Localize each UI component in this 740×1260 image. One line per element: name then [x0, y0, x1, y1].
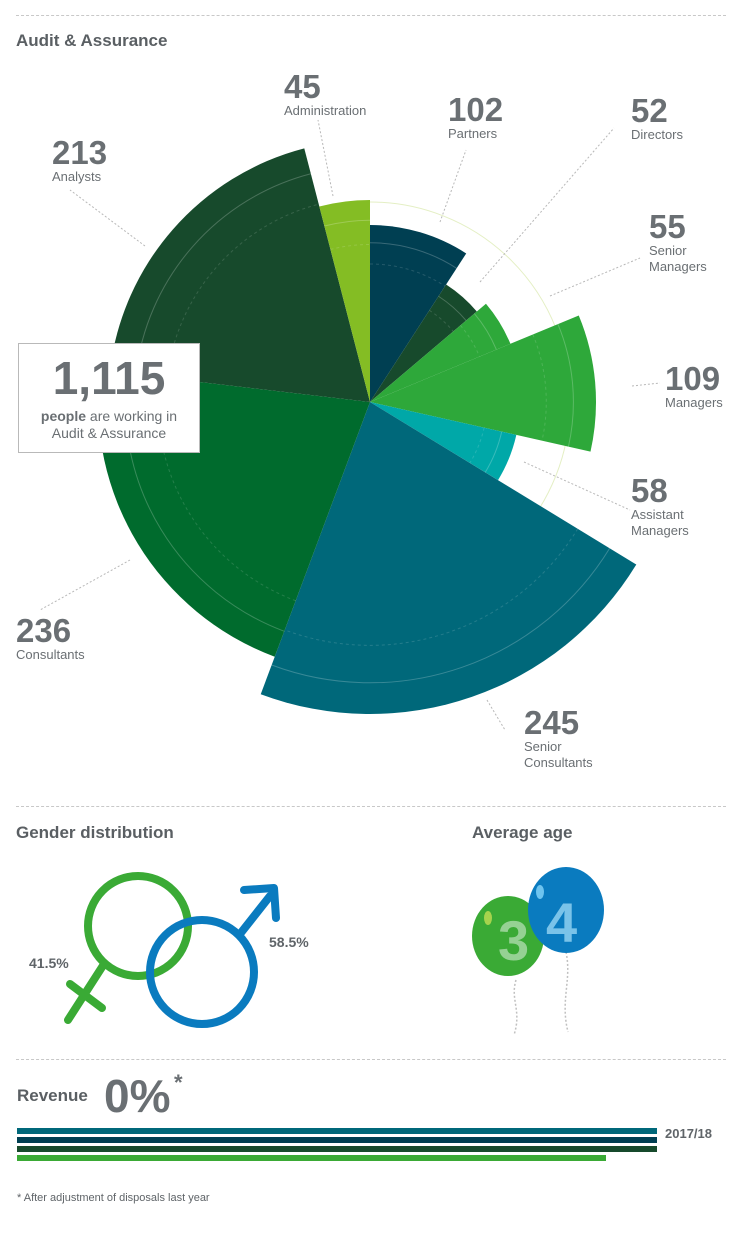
- pie-ring-arc: [166, 203, 319, 379]
- label-senior-managers: 55 Senior Managers: [649, 210, 707, 275]
- consultants-value: 236: [16, 612, 72, 649]
- partners-name: Partners: [448, 126, 498, 141]
- pie-slice-partners: [370, 225, 467, 402]
- pie-ring-arc: [369, 263, 446, 287]
- label-senior-consultants: 245 Senior Consultants: [524, 706, 593, 771]
- pie-ring-arc: [324, 219, 371, 227]
- pie-slice-directors: [370, 284, 477, 402]
- leader-line: [439, 149, 467, 223]
- divider-lower: [16, 1059, 726, 1060]
- female-percentage: 41.5%: [29, 955, 69, 971]
- pie-ring-arc: [557, 323, 574, 447]
- revenue-bar: [17, 1155, 606, 1161]
- pie-ring-arc: [532, 334, 547, 441]
- pie-ring-arc: [473, 313, 497, 350]
- leader-line: [549, 257, 641, 297]
- pie-ring-arc: [271, 548, 611, 684]
- pie-ring-arc: [284, 528, 579, 646]
- label-directors: 52 Directors: [631, 94, 683, 143]
- partners-value: 102: [448, 91, 504, 128]
- leader-line: [317, 119, 334, 197]
- administration-value: 45: [284, 68, 321, 105]
- senior-managers-name-2: Managers: [649, 259, 707, 274]
- label-analysts: 213 Analysts: [52, 136, 107, 185]
- revenue-bar: [17, 1128, 657, 1134]
- senior-consultants-name-1: Senior: [524, 739, 562, 754]
- administration-name: Administration: [284, 103, 367, 118]
- female-symbol-icon: [64, 872, 192, 1024]
- pie-slice-administration: [319, 200, 370, 402]
- revenue-label: Revenue: [17, 1086, 88, 1105]
- age-digit-2: 4: [546, 891, 577, 954]
- audit-section-title: Audit & Assurance: [16, 31, 168, 50]
- total-people-text: people are working in Audit & Assurance: [19, 408, 199, 442]
- pie-ring-arc: [429, 309, 454, 332]
- revenue-bar: [17, 1146, 657, 1152]
- age-section-title: Average age: [472, 823, 573, 842]
- label-partners: 102 Partners: [448, 93, 503, 142]
- pie-ring-arc: [330, 243, 371, 250]
- senior-consultants-name-2: Consultants: [524, 755, 593, 770]
- assistant-managers-name-2: Managers: [631, 523, 689, 538]
- total-people-line2: Audit & Assurance: [51, 425, 167, 441]
- managers-name: Managers: [665, 395, 723, 410]
- pie-slice-managers: [370, 315, 596, 452]
- age-balloons: 3 4: [472, 867, 604, 1036]
- pie-ring-arc: [369, 242, 457, 269]
- pie-ring-arc: [460, 325, 480, 357]
- divider-middle: [16, 806, 726, 807]
- total-people-bold: people: [40, 408, 87, 424]
- senior-consultants-value: 245: [524, 704, 580, 741]
- assistant-managers-value: 58: [631, 472, 668, 509]
- pie-slice-analysts: [109, 148, 370, 402]
- total-people-rest: are working in: [86, 408, 178, 424]
- balloon-blue-icon: 4: [528, 867, 604, 954]
- analysts-name: Analysts: [52, 169, 102, 184]
- assistant-managers-name-1: Assistant: [631, 507, 684, 522]
- revenue-asterisk: *: [174, 1070, 183, 1095]
- senior-managers-value: 55: [649, 208, 686, 245]
- audit-pie-chart: [39, 119, 661, 731]
- pie-slice-senior-managers: [370, 303, 511, 402]
- male-percentage: 58.5%: [269, 934, 309, 950]
- senior-managers-name-1: Senior: [649, 243, 687, 258]
- analysts-value: 213: [52, 134, 108, 171]
- leader-line: [631, 382, 661, 387]
- pie-ring-arc: [469, 427, 485, 464]
- label-consultants: 236 Consultants: [16, 614, 85, 663]
- male-symbol-icon: [146, 884, 280, 1028]
- leader-line: [523, 461, 631, 511]
- pie-ring-arc: [135, 173, 311, 375]
- leader-line: [479, 127, 615, 283]
- total-people-box: 1,115 people are working in Audit & Assu…: [18, 343, 200, 453]
- revenue-bar: [17, 1137, 657, 1143]
- pie-slice-assistant-managers: [370, 402, 517, 481]
- revenue-value: 0%: [104, 1070, 171, 1122]
- pie-slice-senior-consultants: [260, 402, 637, 714]
- label-administration: 45 Administration: [284, 70, 366, 119]
- revenue-year-label: 2017/18: [665, 1126, 712, 1141]
- leader-line: [486, 699, 506, 731]
- label-assistant-managers: 58 Assistant Managers: [631, 474, 689, 539]
- age-digit-1: 3: [498, 909, 529, 972]
- gender-section-title: Gender distribution: [16, 823, 174, 842]
- pie-ring-arc: [438, 295, 467, 321]
- total-people-number: 1,115: [52, 352, 166, 404]
- pie-ring-arc: [484, 431, 503, 473]
- gender-symbols: [64, 872, 280, 1028]
- divider-top: [16, 15, 726, 16]
- leader-line: [69, 189, 146, 247]
- leader-line: [39, 559, 131, 611]
- footnote: * After adjustment of disposals last yea…: [17, 1192, 210, 1204]
- directors-value: 52: [631, 92, 668, 129]
- directors-name: Directors: [631, 127, 684, 142]
- managers-value: 109: [665, 360, 721, 397]
- label-managers: 109 Managers: [665, 362, 723, 411]
- consultants-name: Consultants: [16, 647, 85, 662]
- balloon-green-icon: 3: [472, 896, 544, 976]
